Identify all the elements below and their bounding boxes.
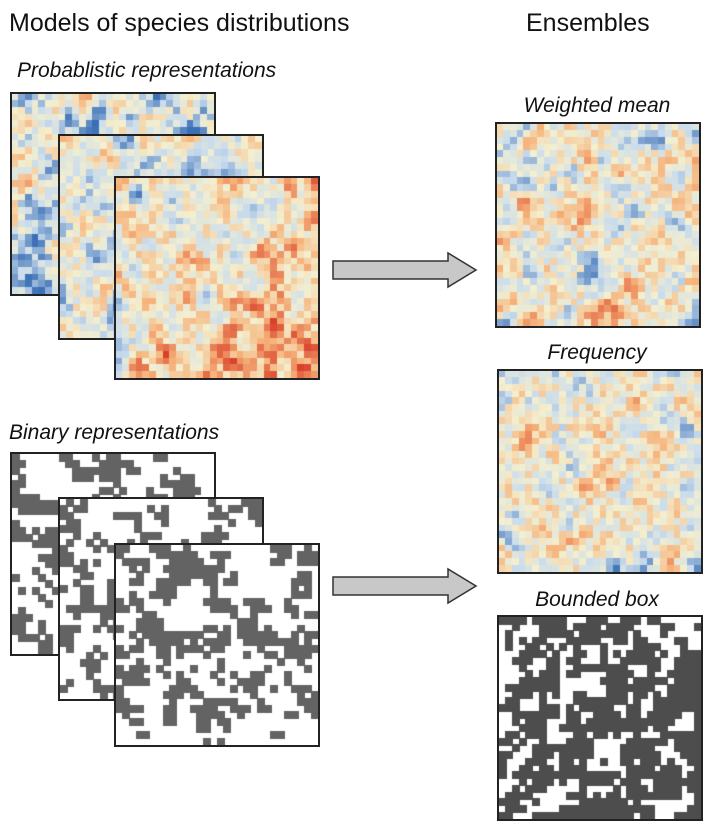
probabilistic-map-3 [114, 176, 320, 380]
binary-map-3 [114, 543, 320, 747]
frequency-map [497, 369, 703, 574]
label-bounded-box: Bounded box [535, 588, 659, 611]
bounded-box-map [497, 615, 703, 821]
heading-models: Models of species distributions [9, 9, 350, 37]
label-frequency: Frequency [547, 341, 647, 364]
label-binary: Binary representations [9, 421, 220, 444]
weighted-mean-map [495, 122, 701, 328]
right-arrow-icon [332, 567, 478, 605]
right-arrow-icon [332, 251, 478, 289]
label-probabilistic: Probablistic representations [17, 59, 277, 82]
label-weighted-mean: Weighted mean [523, 94, 671, 117]
heading-ensembles: Ensembles [526, 9, 650, 37]
